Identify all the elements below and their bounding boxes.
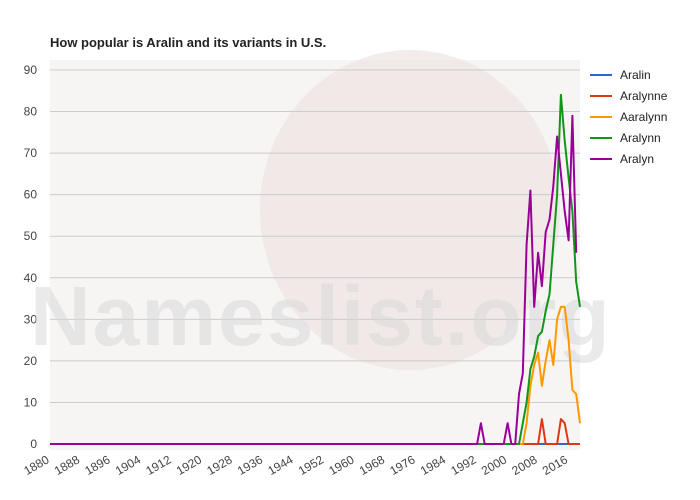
y-tick-label: 80 [24,105,38,119]
series-line-aralynne [50,418,580,445]
y-tick-label: 40 [24,271,38,285]
y-tick-label: 70 [24,146,38,160]
x-tick-label: 1928 [204,452,234,478]
y-tick-label: 60 [24,188,38,202]
y-tick-label: 20 [24,354,38,368]
x-tick-label: 1976 [387,452,417,478]
x-tick-label: 1896 [82,452,112,478]
y-tick-label: 0 [30,437,37,451]
chart-title: How popular is Aralin and its variants i… [50,35,326,50]
x-axis: 1880 1888 1896 1904 1912 1920 1928 1936 1944 1952… [21,452,570,478]
x-tick-label: 1944 [265,452,295,478]
x-tick-label: 1952 [296,452,326,478]
series-lines [50,93,581,445]
y-axis: 0 10 20 30 40 50 60 70 80 90 [24,63,38,451]
legend-label: Aralynne [620,89,668,103]
legend-label: Aralynn [620,131,661,145]
x-tick-label: 1992 [448,452,478,478]
legend-label: Aralin [620,68,651,82]
x-tick-label: 1936 [235,452,265,478]
legend-label: Aralyn [620,152,654,166]
background-photo-shape [260,50,560,370]
x-tick-label: 1888 [52,452,82,478]
x-tick-label: 1920 [174,452,204,478]
series-line-aaralynn [50,305,581,445]
watermark: Nameslist.org [30,269,612,363]
x-tick-label: 1880 [21,452,51,478]
y-tick-label: 50 [24,229,38,243]
y-tick-label: 10 [24,395,38,409]
series-line-aralynn [50,93,581,445]
y-tick-label: 30 [24,312,38,326]
x-tick-label: 2016 [540,452,570,478]
legend: Aralin Aralynne Aaralynn Aralynn Aralyn [590,68,668,166]
x-tick-label: 1960 [326,452,356,478]
y-tick-label: 90 [24,63,38,77]
x-tick-label: 2000 [479,452,509,478]
x-tick-label: 2008 [509,452,539,478]
x-tick-label: 1904 [113,452,143,478]
legend-label: Aaralynn [620,110,667,124]
x-tick-label: 1984 [418,452,448,478]
x-tick-label: 1912 [143,452,173,478]
x-tick-label: 1968 [357,452,387,478]
series-line-aralyn [50,114,578,445]
